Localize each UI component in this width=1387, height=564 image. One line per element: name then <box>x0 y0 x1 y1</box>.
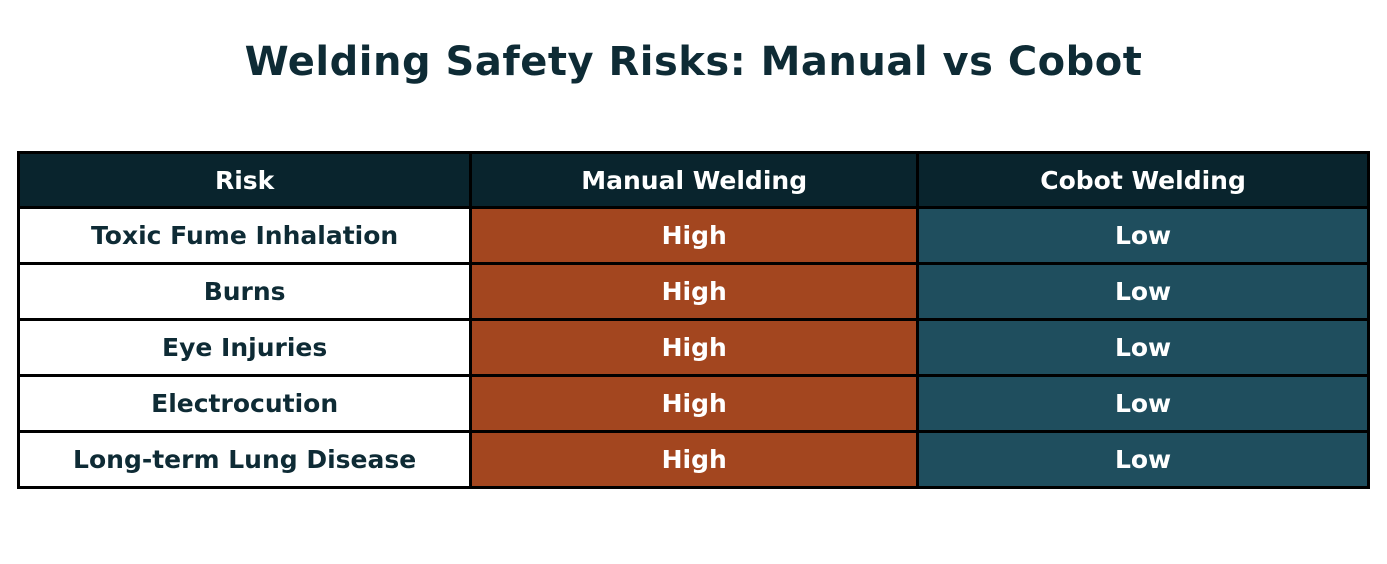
header-cell-manual-welding: Manual Welding <box>469 151 920 209</box>
table-header: Risk Manual Welding Cobot Welding <box>16 151 1370 209</box>
risk-cell: Long-term Lung Disease <box>16 430 473 489</box>
risk-cell: Toxic Fume Inhalation <box>16 206 473 265</box>
cobot-value-cell: Low <box>916 430 1370 489</box>
risk-cell: Electrocution <box>16 374 473 433</box>
table-row: Electrocution High Low <box>16 374 1370 433</box>
table-row: Eye Injuries High Low <box>16 318 1370 377</box>
table-row: Burns High Low <box>16 262 1370 321</box>
manual-value-cell: High <box>469 430 920 489</box>
risk-cell: Eye Injuries <box>16 318 473 377</box>
table-row: Toxic Fume Inhalation High Low <box>16 206 1370 265</box>
cobot-value-cell: Low <box>916 318 1370 377</box>
manual-value-cell: High <box>469 374 920 433</box>
risk-cell: Burns <box>16 262 473 321</box>
cobot-value-cell: Low <box>916 262 1370 321</box>
header-cell-cobot-welding: Cobot Welding <box>916 151 1370 209</box>
table-row: Long-term Lung Disease High Low <box>16 430 1370 489</box>
page-title: Welding Safety Risks: Manual vs Cobot <box>244 39 1143 85</box>
manual-value-cell: High <box>469 318 920 377</box>
cobot-value-cell: Low <box>916 374 1370 433</box>
risk-comparison-table: Risk Manual Welding Cobot Welding Toxic … <box>16 151 1370 489</box>
manual-value-cell: High <box>469 206 920 265</box>
header-cell-risk: Risk <box>16 151 473 209</box>
manual-value-cell: High <box>469 262 920 321</box>
table-body: Toxic Fume Inhalation High Low Burns Hig… <box>16 206 1370 489</box>
header-row: Risk Manual Welding Cobot Welding <box>16 151 1370 209</box>
cobot-value-cell: Low <box>916 206 1370 265</box>
